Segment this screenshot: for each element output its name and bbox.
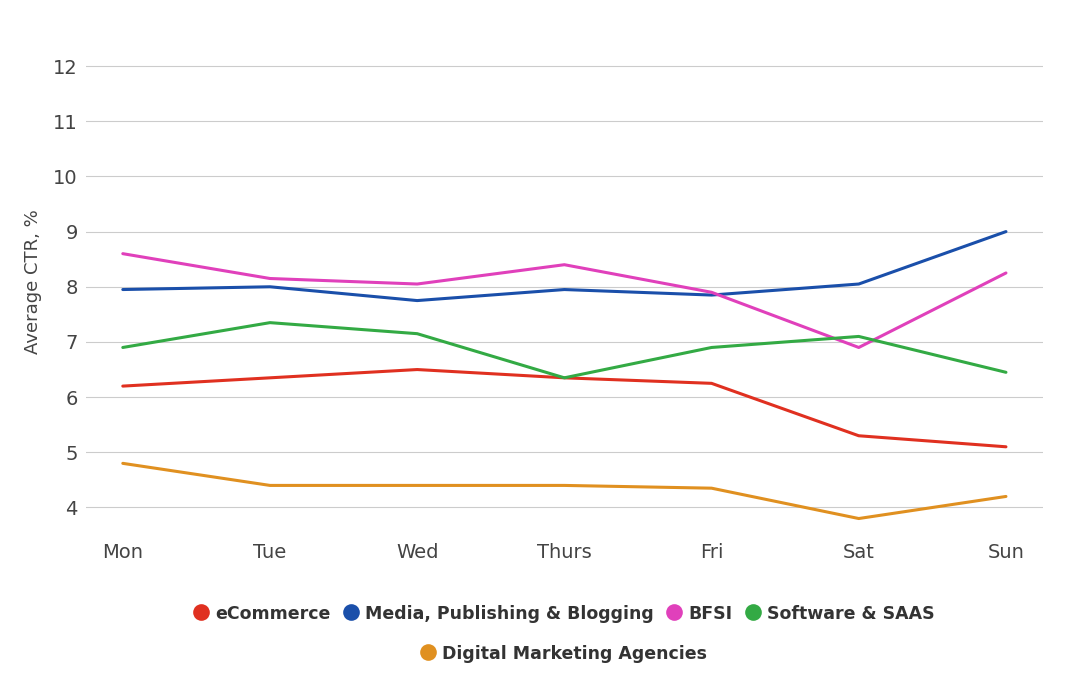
- Legend: Digital Marketing Agencies: Digital Marketing Agencies: [421, 646, 707, 663]
- Y-axis label: Average CTR, %: Average CTR, %: [24, 209, 42, 354]
